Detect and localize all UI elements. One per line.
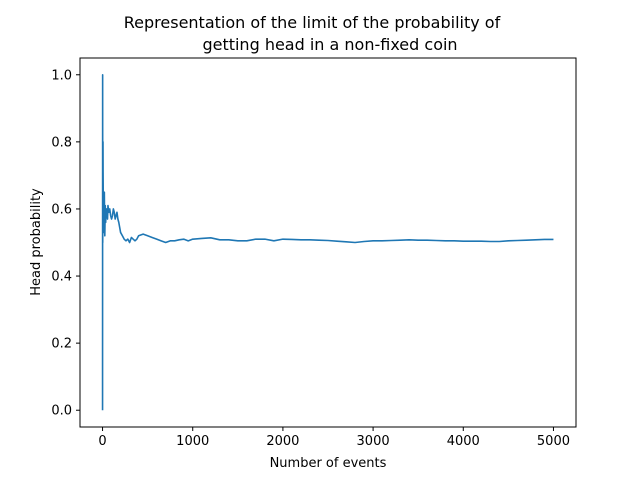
- x-axis-label: Number of events: [270, 456, 387, 471]
- y-tick-label: 0.8: [51, 135, 72, 150]
- x-tick-label: 3000: [357, 434, 390, 449]
- y-axis-label: Head probability: [29, 188, 44, 296]
- series-line-layer: [101, 73, 554, 411]
- y-tick-label: 0.0: [51, 404, 72, 419]
- x-tick-label: 1000: [176, 434, 209, 449]
- y-tick-label: 0.6: [51, 202, 72, 217]
- x-axis: 0 1000 2000 3000 4000 5000: [98, 427, 570, 449]
- x-tick-label: 5000: [537, 434, 570, 449]
- series-line-0: [101, 73, 554, 411]
- y-tick-label: 0.4: [51, 270, 72, 285]
- chart-title-line-1: Representation of the limit of the proba…: [124, 13, 501, 32]
- x-tick-label: 4000: [447, 434, 480, 449]
- x-tick-label: 2000: [266, 434, 299, 449]
- chart-title-line-2: getting head in a non-fixed coin: [202, 35, 457, 54]
- y-tick-label: 1.0: [51, 68, 72, 83]
- x-tick-label: 0: [98, 434, 106, 449]
- y-axis: 0.0 0.2 0.4 0.6 0.8 1.0: [51, 68, 80, 419]
- plot-area-frame: [79, 57, 577, 428]
- y-tick-label: 0.2: [51, 337, 72, 352]
